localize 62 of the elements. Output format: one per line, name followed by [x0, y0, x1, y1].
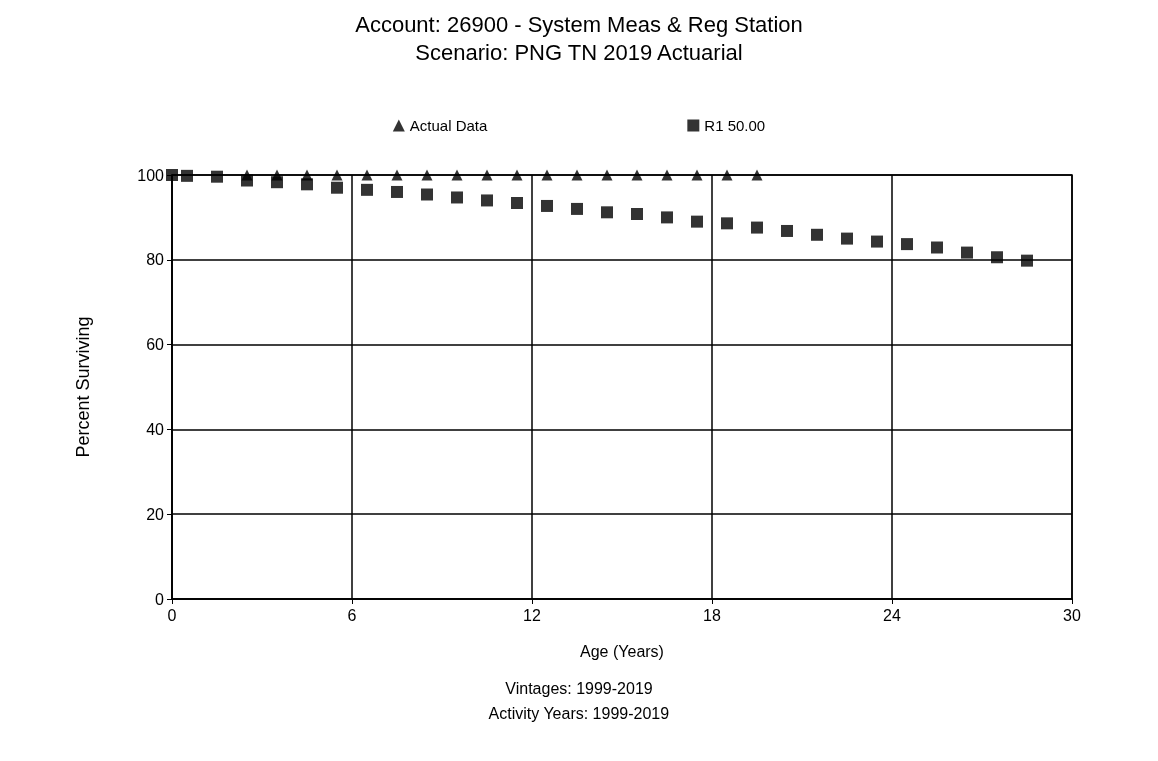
- y-tick-label: 100: [137, 166, 165, 184]
- point: [481, 169, 493, 181]
- legend-label: R1 50.00: [704, 117, 766, 134]
- point: [631, 208, 643, 221]
- point: [661, 211, 673, 224]
- point: [751, 169, 763, 181]
- x-tick-label: 30: [1063, 606, 1081, 624]
- point: [361, 169, 373, 181]
- point: [691, 169, 703, 181]
- point: [631, 169, 643, 181]
- point: [1021, 254, 1033, 267]
- point: [721, 169, 733, 181]
- point: [571, 202, 583, 215]
- y-tick-label: 40: [146, 420, 165, 438]
- point: [871, 235, 883, 248]
- point: [421, 188, 433, 201]
- point: [721, 217, 733, 230]
- point: [511, 169, 523, 181]
- y-tick-label: 80: [146, 251, 165, 269]
- point: [241, 169, 253, 181]
- chart-title: Account: 26900 - System Meas & Reg Station: [355, 11, 803, 37]
- point: [391, 185, 403, 198]
- point: [361, 183, 373, 196]
- point: [751, 221, 763, 234]
- point: [991, 251, 1003, 264]
- point: [571, 169, 583, 181]
- point: [661, 169, 673, 181]
- point: [391, 169, 403, 181]
- x-axis-title: Age (Years): [580, 642, 664, 660]
- point: [841, 232, 853, 245]
- legend-label: Actual Data: [409, 117, 488, 134]
- point: [811, 228, 823, 241]
- point: [601, 169, 613, 181]
- x-tick-label: 12: [523, 606, 541, 624]
- point: [331, 169, 343, 181]
- x-tick-label: 6: [347, 606, 357, 624]
- point: [271, 169, 283, 181]
- point: [691, 215, 703, 228]
- point: [781, 224, 793, 237]
- point: [331, 181, 343, 194]
- point: [961, 246, 973, 259]
- point: [481, 194, 493, 207]
- point: [931, 241, 943, 254]
- x-tick-label: 0: [167, 606, 177, 624]
- x-tick-label: 24: [883, 606, 901, 624]
- chart-subtitle: Scenario: PNG TN 2019 Actuarial: [415, 39, 743, 65]
- point: [541, 199, 553, 212]
- y-tick-label: 60: [146, 336, 165, 354]
- point: [901, 238, 913, 251]
- y-tick-label: 0: [155, 590, 165, 608]
- point: [451, 169, 463, 181]
- text: Activity Years: 1999-2019: [488, 704, 670, 722]
- x-tick-label: 18: [703, 606, 721, 624]
- text: Vintages: 1999-2019: [505, 679, 653, 697]
- point: [301, 169, 313, 181]
- point: [601, 206, 613, 219]
- y-tick-label: 20: [146, 505, 165, 523]
- point: [421, 169, 433, 181]
- point: [451, 191, 463, 204]
- point: [511, 196, 523, 209]
- y-axis-title: Percent Surviving: [73, 316, 93, 458]
- point: [541, 169, 553, 181]
